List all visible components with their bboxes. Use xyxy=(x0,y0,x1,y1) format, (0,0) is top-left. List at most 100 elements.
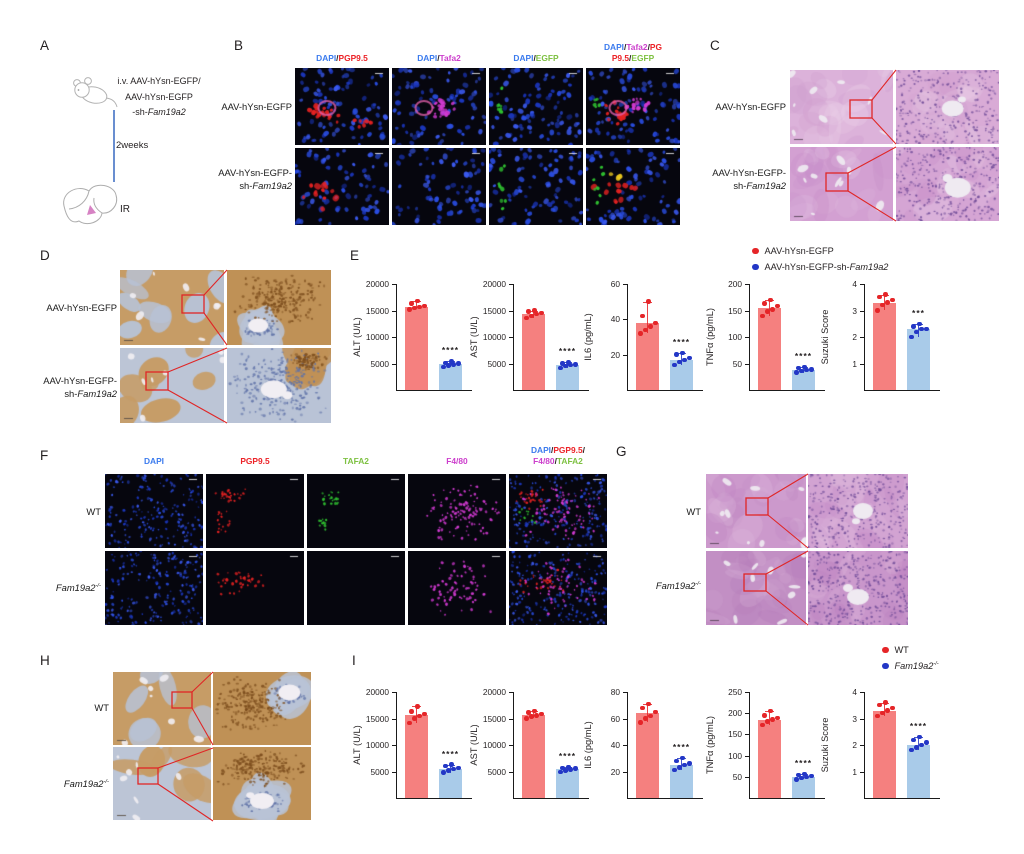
panel-d-row-label-1: AAV-hYsn-EGFP xyxy=(0,301,117,314)
y-tick xyxy=(745,734,749,736)
text-segment: TAFA2 xyxy=(343,456,369,466)
text-segment: DAPI xyxy=(530,445,551,455)
y-tick xyxy=(509,337,513,338)
data-point xyxy=(568,362,573,368)
data-point xyxy=(809,773,814,779)
bar-group1 xyxy=(405,306,428,390)
y-tick xyxy=(745,755,749,757)
y-tick-label: 1 xyxy=(852,358,857,369)
data-point xyxy=(919,326,924,332)
data-point xyxy=(563,363,568,369)
data-point xyxy=(648,324,653,329)
data-point xyxy=(885,708,890,713)
panel-b-fluorescence-image-r1c2 xyxy=(392,68,486,145)
panel-i-legend-item-1: WT xyxy=(882,645,909,655)
y-axis xyxy=(513,284,515,390)
significance-stars: **** xyxy=(558,346,577,357)
data-point xyxy=(640,313,645,318)
data-point xyxy=(573,766,578,771)
data-point xyxy=(770,717,775,722)
text-segment: EGFP xyxy=(631,53,655,63)
y-tick-label: 20000 xyxy=(482,687,506,697)
y-tick-label: 10000 xyxy=(365,740,389,750)
data-point xyxy=(415,298,420,304)
y-axis xyxy=(749,284,751,390)
panel-b-column-header-2: DAPI/Tafa2 xyxy=(384,53,494,64)
y-tick-label: 20000 xyxy=(482,279,506,289)
data-point xyxy=(524,315,529,321)
data-point xyxy=(809,367,814,372)
data-point xyxy=(877,295,882,300)
y-tick-label: 60 xyxy=(610,713,620,724)
y-tick-label: 15000 xyxy=(482,305,506,316)
text-segment: PGP9.5 xyxy=(240,456,270,466)
data-point xyxy=(643,716,648,721)
data-point xyxy=(648,713,653,719)
data-point xyxy=(917,321,922,326)
data-point xyxy=(417,304,422,309)
significance-stars: **** xyxy=(794,351,813,362)
data-point xyxy=(802,772,807,777)
panel-b-fluorescence-image-r1c4 xyxy=(586,68,680,145)
panel-f-fluorescence-image-r2c5 xyxy=(509,551,607,625)
y-tick-label: 40 xyxy=(610,740,620,750)
y-tick-label: 4 xyxy=(852,687,857,697)
panel-h-ihc-zoom-r1 xyxy=(213,672,311,745)
panel-f-column-header-3: TAFA2 xyxy=(301,456,411,467)
data-point xyxy=(890,705,895,711)
data-point xyxy=(451,362,456,367)
data-point xyxy=(560,765,565,770)
error-bar xyxy=(416,706,417,723)
y-tick xyxy=(745,337,749,338)
data-point xyxy=(796,772,801,778)
data-point xyxy=(646,701,651,707)
data-point xyxy=(875,713,880,719)
bar-group1 xyxy=(873,302,896,390)
data-point xyxy=(532,308,537,313)
y-axis-label: Suzuki Score xyxy=(820,309,830,365)
panel-f-row-label-2: Fam19a2-/- xyxy=(0,580,101,594)
panel-d-ihc-zoom-r1 xyxy=(227,270,331,345)
text-segment: Fam19a2 xyxy=(849,262,889,272)
y-tick-label: 5000 xyxy=(370,766,389,777)
y-tick-label: 4 xyxy=(852,279,857,289)
data-point xyxy=(799,368,804,374)
bar-group1 xyxy=(758,307,781,390)
panel-b-fluorescence-image-r2c4 xyxy=(586,148,680,225)
data-point xyxy=(412,305,417,311)
y-tick-label: 200 xyxy=(728,708,742,719)
data-point xyxy=(566,764,571,769)
error-bar xyxy=(918,737,919,751)
panel-b-fluorescence-image-r1c3 xyxy=(489,68,583,145)
y-tick xyxy=(509,771,513,773)
y-tick xyxy=(392,284,396,285)
significance-stars: **** xyxy=(672,336,691,347)
y-axis xyxy=(864,284,866,390)
chart-i-4: TNFα (pg/mL) 50 100 150 200 250 **** xyxy=(705,686,835,820)
bar-group2 xyxy=(439,768,462,798)
data-point xyxy=(539,310,544,316)
y-tick xyxy=(392,310,396,312)
panel-c-he-zoom-r2 xyxy=(896,147,999,221)
y-tick-label: 20 xyxy=(610,349,620,360)
text-segment: AAV-hYsn-EGFP xyxy=(715,101,786,112)
y-axis-label: Suzuki Score xyxy=(820,717,830,773)
text-segment: AAV-hYsn-EGFP xyxy=(221,101,292,112)
text-segment: Fam19a2 xyxy=(55,582,96,594)
data-point xyxy=(760,313,765,318)
significance-stars: **** xyxy=(441,345,460,356)
panel-b-column-header-1: DAPI/PGP9.5 xyxy=(287,53,397,64)
y-tick-label: 80 xyxy=(610,687,620,697)
chart-i-3: IL6 (pg/mL) 20 40 60 80 **** xyxy=(583,686,715,820)
panel-b-column-header-3: DAPI/EGFP xyxy=(481,53,591,64)
significance-stars: **** xyxy=(909,721,928,732)
y-tick xyxy=(745,776,749,778)
text-segment: Fam19a2 xyxy=(746,180,786,191)
data-point xyxy=(409,301,414,306)
y-tick xyxy=(623,745,627,746)
x-axis xyxy=(864,390,940,392)
data-point xyxy=(768,297,773,303)
panel-c-row-label-2: AAV-hYsn-EGFP-sh-Fam19a2 xyxy=(626,166,786,192)
panel-f-fluorescence-image-r2c4 xyxy=(408,551,506,625)
y-tick xyxy=(392,692,396,693)
